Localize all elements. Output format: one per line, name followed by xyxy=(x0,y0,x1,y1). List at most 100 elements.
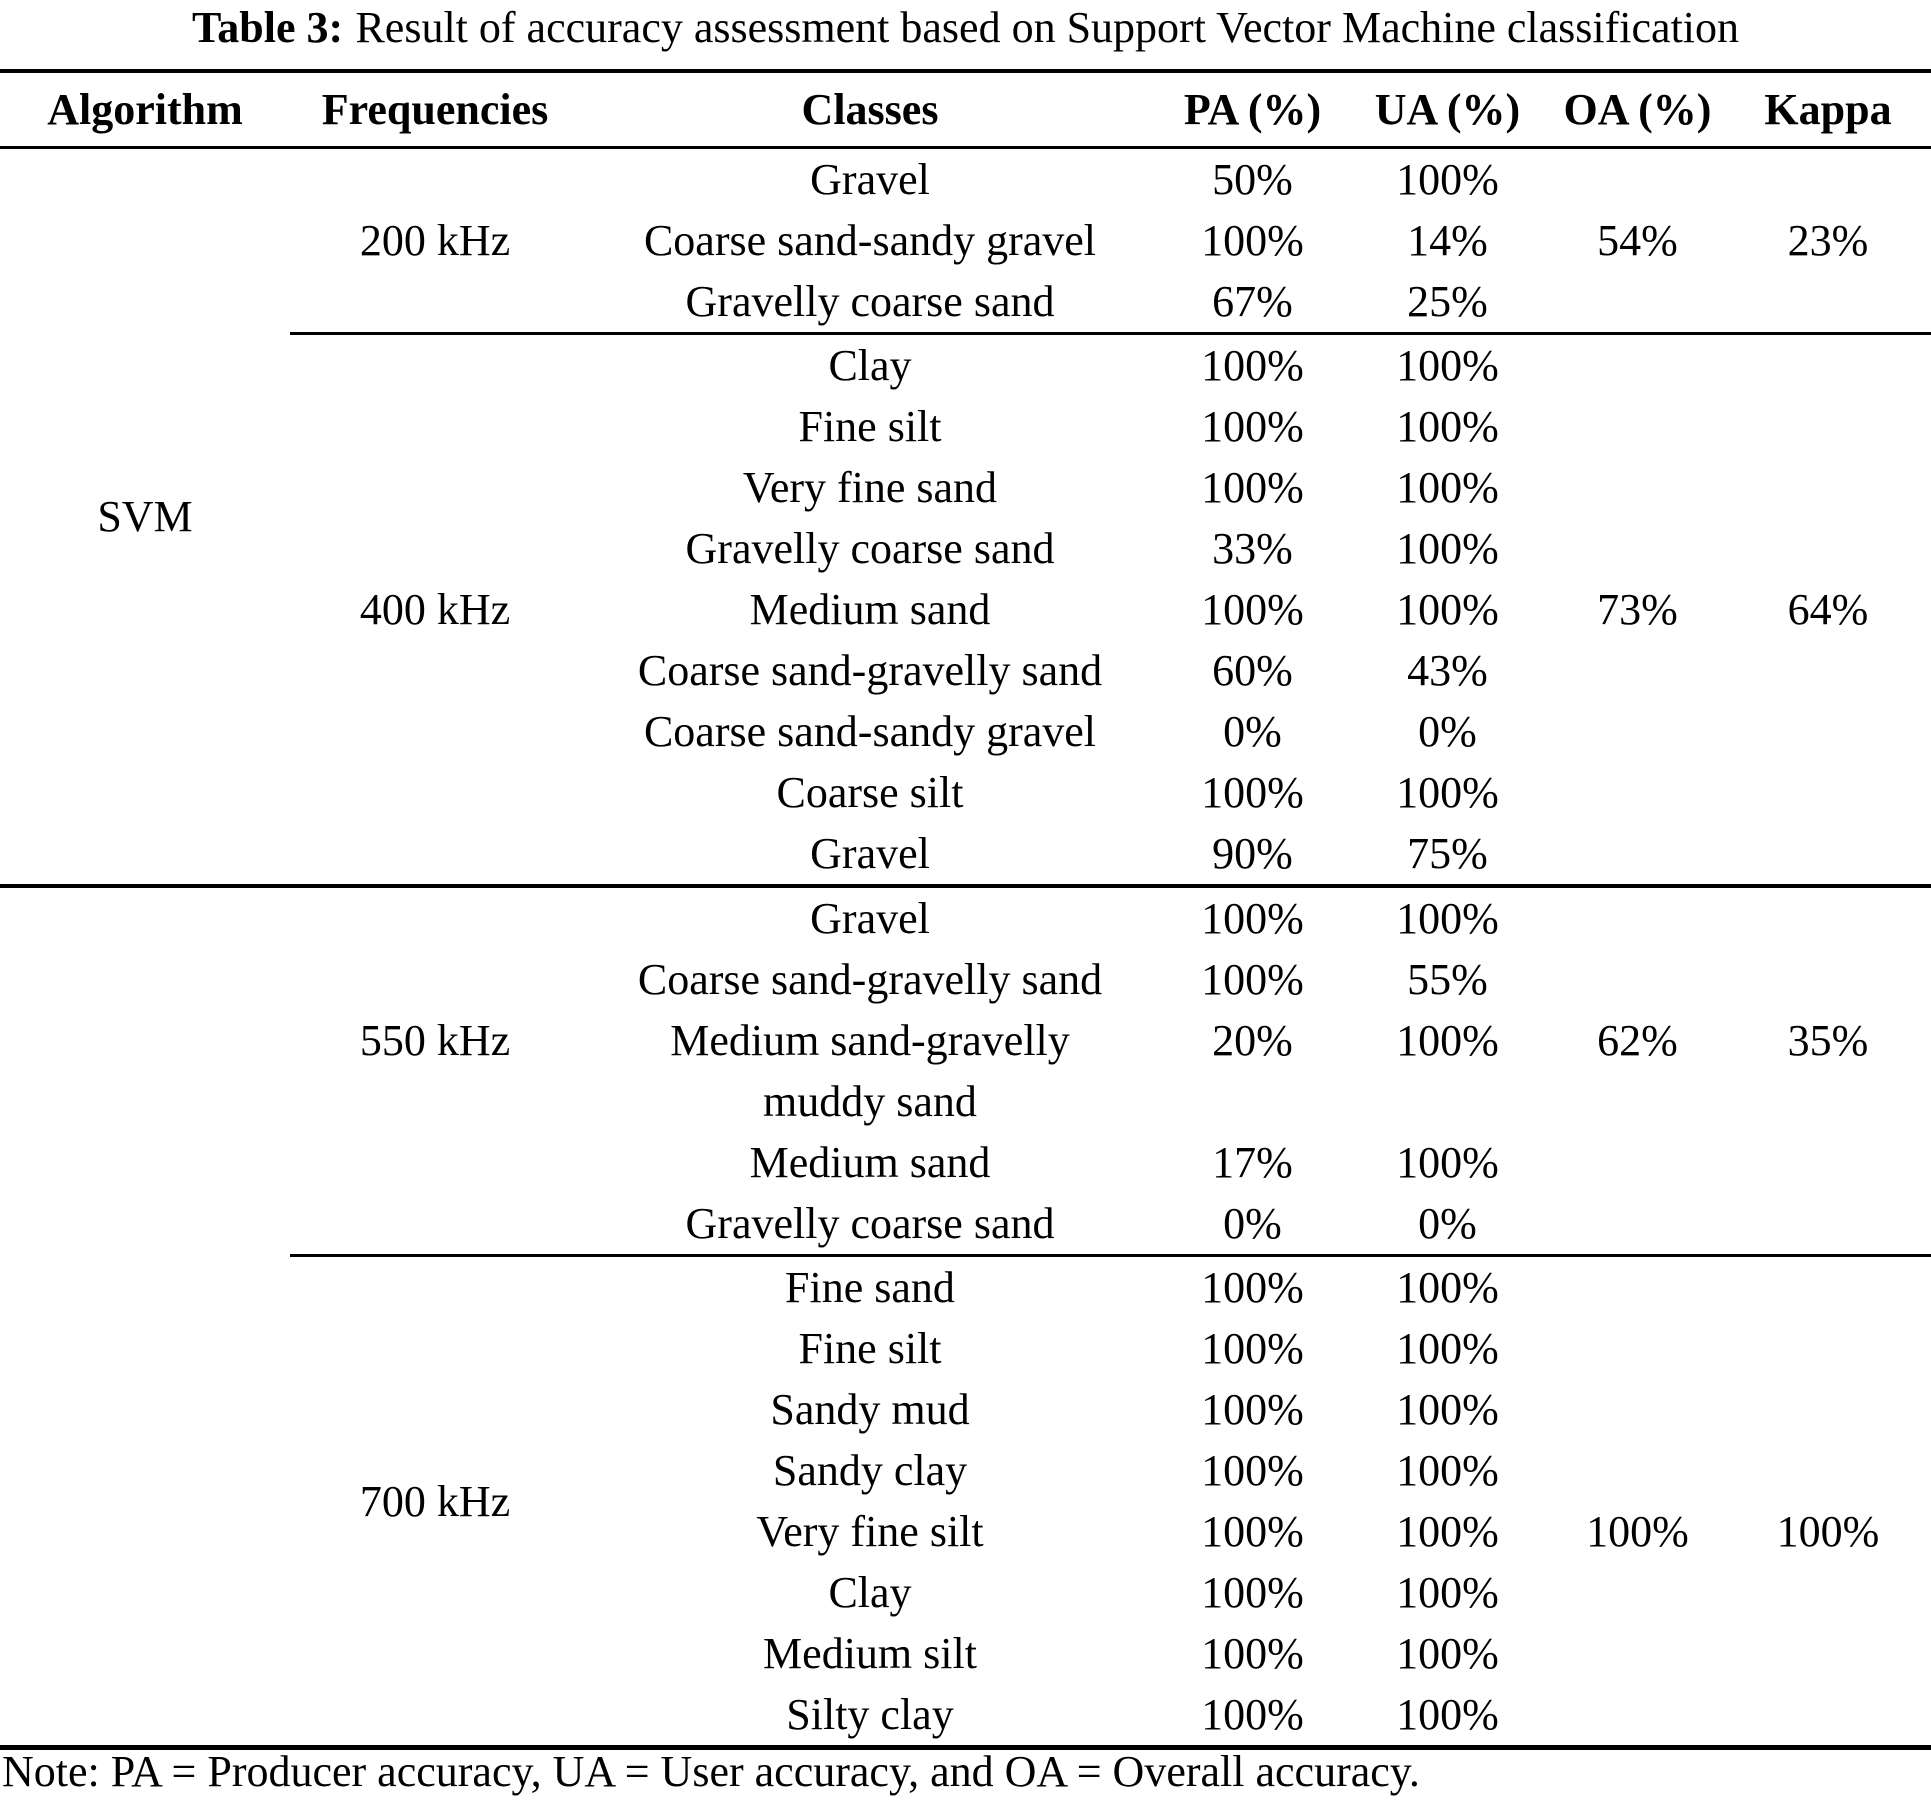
table-row: 550 kHz Gravel 100% 100% 62% 35% xyxy=(0,884,1931,1748)
ua-cell: 100% xyxy=(1396,524,1499,573)
pa-cell: 50% xyxy=(1212,155,1293,204)
table-row: Gravel 90% 75% xyxy=(0,823,1931,886)
pa-cell: 0% xyxy=(1223,707,1282,756)
ua-cell: 100% xyxy=(1396,1690,1499,1739)
algorithm-cell: SVM xyxy=(97,492,193,541)
table-row: muddy sand xyxy=(0,1071,1931,1132)
ua-cell: 100% xyxy=(1396,402,1499,451)
column-header-ua: UA (%) xyxy=(1345,71,1550,149)
pa-cell xyxy=(1160,1071,1345,1132)
pa-cell: 67% xyxy=(1212,277,1293,326)
table-row: Medium sand 100% 100% xyxy=(0,579,1931,640)
pa-cell: 100% xyxy=(1201,1385,1304,1434)
class-cell: Coarse sand-gravelly sand xyxy=(637,646,1103,695)
oa-spacer-cell xyxy=(1550,1193,1725,1256)
class-cell: Medium sand xyxy=(749,585,991,634)
pa-cell: 33% xyxy=(1212,524,1293,573)
kappa-spacer-cell xyxy=(1725,1193,1931,1256)
pa-cell: 17% xyxy=(1212,1138,1293,1187)
column-header-pa: PA (%) xyxy=(1160,71,1345,149)
ua-cell: 100% xyxy=(1345,332,1550,396)
table-row: Sandy mud 100% 100% xyxy=(0,1379,1931,1440)
class-cell: Coarse sand-sandy gravel xyxy=(643,707,1097,756)
ua-cell: 55% xyxy=(1407,955,1488,1004)
table-note: Note: PA = Producer accuracy, UA = User … xyxy=(2,1747,1420,1796)
class-cell: Gravelly coarse sand xyxy=(685,277,1055,326)
ua-cell: 0% xyxy=(1418,1199,1477,1248)
table-row: Fine silt 100% 100% xyxy=(0,396,1931,457)
table-row: Gravelly coarse sand 67% 25% xyxy=(0,271,1931,334)
ua-cell: 25% xyxy=(1407,277,1488,326)
class-cell: Clay xyxy=(580,332,1160,396)
header-row: Algorithm Frequencies Classes PA (%) UA … xyxy=(0,71,1931,149)
table-row: Coarse sand-sandy gravel 100% 14% xyxy=(0,210,1931,271)
column-header-algorithm: Algorithm xyxy=(0,71,290,149)
ua-cell: 0% xyxy=(1418,707,1477,756)
pa-cell: 100% xyxy=(1201,955,1304,1004)
class-cell: Silty clay xyxy=(786,1690,954,1739)
kappa-cell: 23% xyxy=(1787,216,1869,265)
table-row: SVM 200 kHz Gravel 50% 100% 54% 23% xyxy=(0,148,1931,541)
kappa-cell: 35% xyxy=(1725,884,1931,1193)
ua-cell: 100% xyxy=(1396,1507,1499,1556)
table-row: Medium silt 100% 100% xyxy=(0,1623,1931,1684)
table-row: Gravelly coarse sand 0% 0% xyxy=(0,1193,1931,1256)
pa-cell: 100% xyxy=(1160,1254,1345,1318)
frequency-cell: 550 kHz xyxy=(290,884,580,1193)
class-cell: Coarse sand-sandy gravel xyxy=(643,216,1097,265)
class-cell: Medium sand xyxy=(749,1138,991,1187)
frequency-cell: 200 kHz xyxy=(359,216,511,265)
table-row: Silty clay 100% 100% xyxy=(0,1684,1931,1748)
ua-cell: 100% xyxy=(1396,1385,1499,1434)
class-cell: Fine sand xyxy=(580,1254,1160,1318)
table-caption-label: Table 3: xyxy=(191,3,344,52)
pa-cell: 100% xyxy=(1201,402,1304,451)
ua-cell: 100% xyxy=(1396,463,1499,512)
ua-cell: 43% xyxy=(1407,646,1488,695)
class-cell: Medium silt xyxy=(763,1629,977,1678)
ua-cell: 100% xyxy=(1396,585,1499,634)
table-row: Coarse sand-gravelly sand 100% 55% xyxy=(0,949,1931,1010)
column-header-oa: OA (%) xyxy=(1550,71,1725,149)
kappa-cell: 64% xyxy=(1725,332,1931,886)
oa-cell: 100% xyxy=(1586,1507,1689,1556)
table-row: Coarse sand-sandy gravel 0% 0% xyxy=(0,701,1931,762)
table-row: Very fine silt 100% 100% xyxy=(0,1501,1931,1562)
algorithm-spacer-cell xyxy=(0,884,290,1748)
kappa-spacer-cell xyxy=(1725,1254,1931,1318)
class-cell: Coarse sand-gravelly sand xyxy=(637,955,1103,1004)
class-cell: Gravelly coarse sand xyxy=(685,524,1055,573)
pa-cell: 100% xyxy=(1201,1507,1304,1556)
class-cell: Fine silt xyxy=(798,402,942,451)
ua-cell: 100% xyxy=(1396,1446,1499,1495)
table-row: 700 kHz Fine sand 100% 100% xyxy=(0,1254,1931,1748)
pa-cell: 60% xyxy=(1212,646,1293,695)
table-row: 400 kHz Clay 100% 100% 73% 64% xyxy=(0,332,1931,886)
ua-cell: 100% xyxy=(1396,1138,1499,1187)
class-cell: Sandy mud xyxy=(770,1385,970,1434)
class-cell: Sandy clay xyxy=(772,1446,968,1495)
ua-cell: 14% xyxy=(1407,216,1488,265)
frequency-cell: 400 kHz xyxy=(290,332,580,886)
frequency-spacer-cell xyxy=(290,1193,580,1256)
table-caption-text: Result of accuracy assessment based on S… xyxy=(355,3,1740,52)
oa-spacer-cell xyxy=(1550,1254,1725,1318)
ua-cell: 100% xyxy=(1396,768,1499,817)
pa-cell: 100% xyxy=(1201,463,1304,512)
table-row: Coarse silt 100% 100% xyxy=(0,762,1931,823)
class-cell: Fine silt xyxy=(798,1324,942,1373)
column-header-frequencies: Frequencies xyxy=(290,71,580,149)
ua-cell xyxy=(1345,1071,1550,1132)
column-header-classes: Classes xyxy=(580,71,1160,149)
class-cell: Gravel xyxy=(810,155,930,204)
accuracy-table: Algorithm Frequencies Classes PA (%) UA … xyxy=(0,69,1931,1750)
table-row: Medium sand-gravelly 20% 100% xyxy=(0,1010,1931,1071)
ua-cell: 100% xyxy=(1396,1324,1499,1373)
ua-cell: 100% xyxy=(1396,155,1499,204)
ua-cell: 100% xyxy=(1396,1016,1499,1065)
oa-cell: 62% xyxy=(1550,884,1725,1193)
pa-cell: 100% xyxy=(1201,585,1304,634)
ua-cell: 100% xyxy=(1396,1629,1499,1678)
ua-cell: 75% xyxy=(1407,829,1488,878)
